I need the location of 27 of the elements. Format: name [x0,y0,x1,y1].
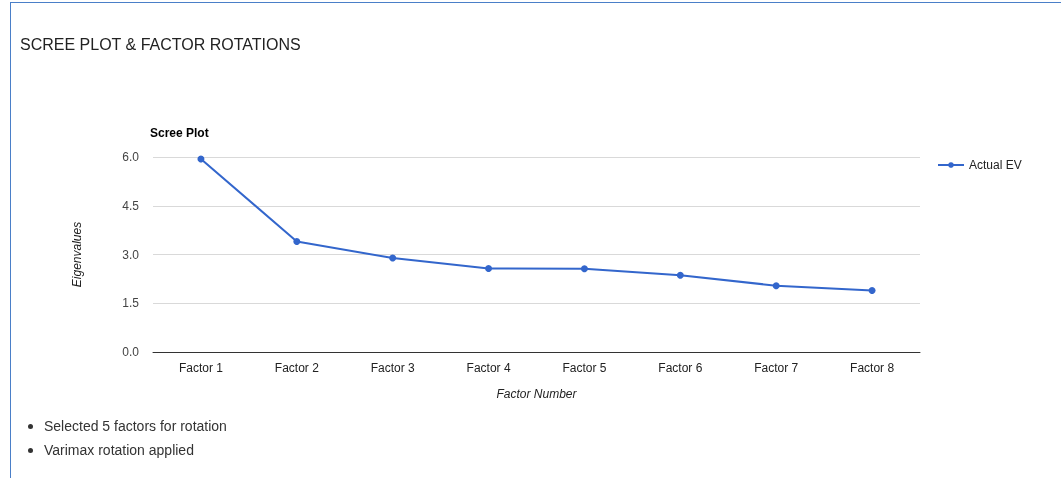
y-axis-title: Eigenvalues [70,221,84,288]
x-tick-label: Factor 7 [754,361,799,375]
point [293,238,301,245]
point [676,271,684,279]
x-tick-label: Factor 3 [370,361,416,375]
text: Varimax rotation applied [44,441,194,460]
x-tick-label: Factor 6 [658,361,703,375]
text: Selected 5 factors for rotation [44,417,227,436]
point [868,287,876,295]
x-tick-label: Factor 2 [274,361,320,375]
point [485,264,493,272]
chart-subtitle: Scree Plot [150,126,209,140]
point [580,265,588,273]
x-axis-title: Factor Number [496,387,578,401]
point [389,254,397,262]
y-tick-label: 6.0 [122,150,140,164]
y-tick-label: 0.0 [122,345,140,359]
x-tick-label: Factor 5 [562,361,607,375]
legend-label: Actual EV [969,158,1022,172]
y-tick-label: 1.5 [122,296,140,311]
point [772,282,780,290]
x-tick-label: Factor 1 [178,361,224,375]
x-tick-label: Factor 8 [850,361,895,375]
y-tick-label: 4.5 [122,198,140,213]
x-tick-label: Factor 4 [466,361,511,375]
chart-title: SCREE PLOT & FACTOR ROTATIONS [20,36,301,54]
y-tick-label: 3.0 [122,247,140,262]
